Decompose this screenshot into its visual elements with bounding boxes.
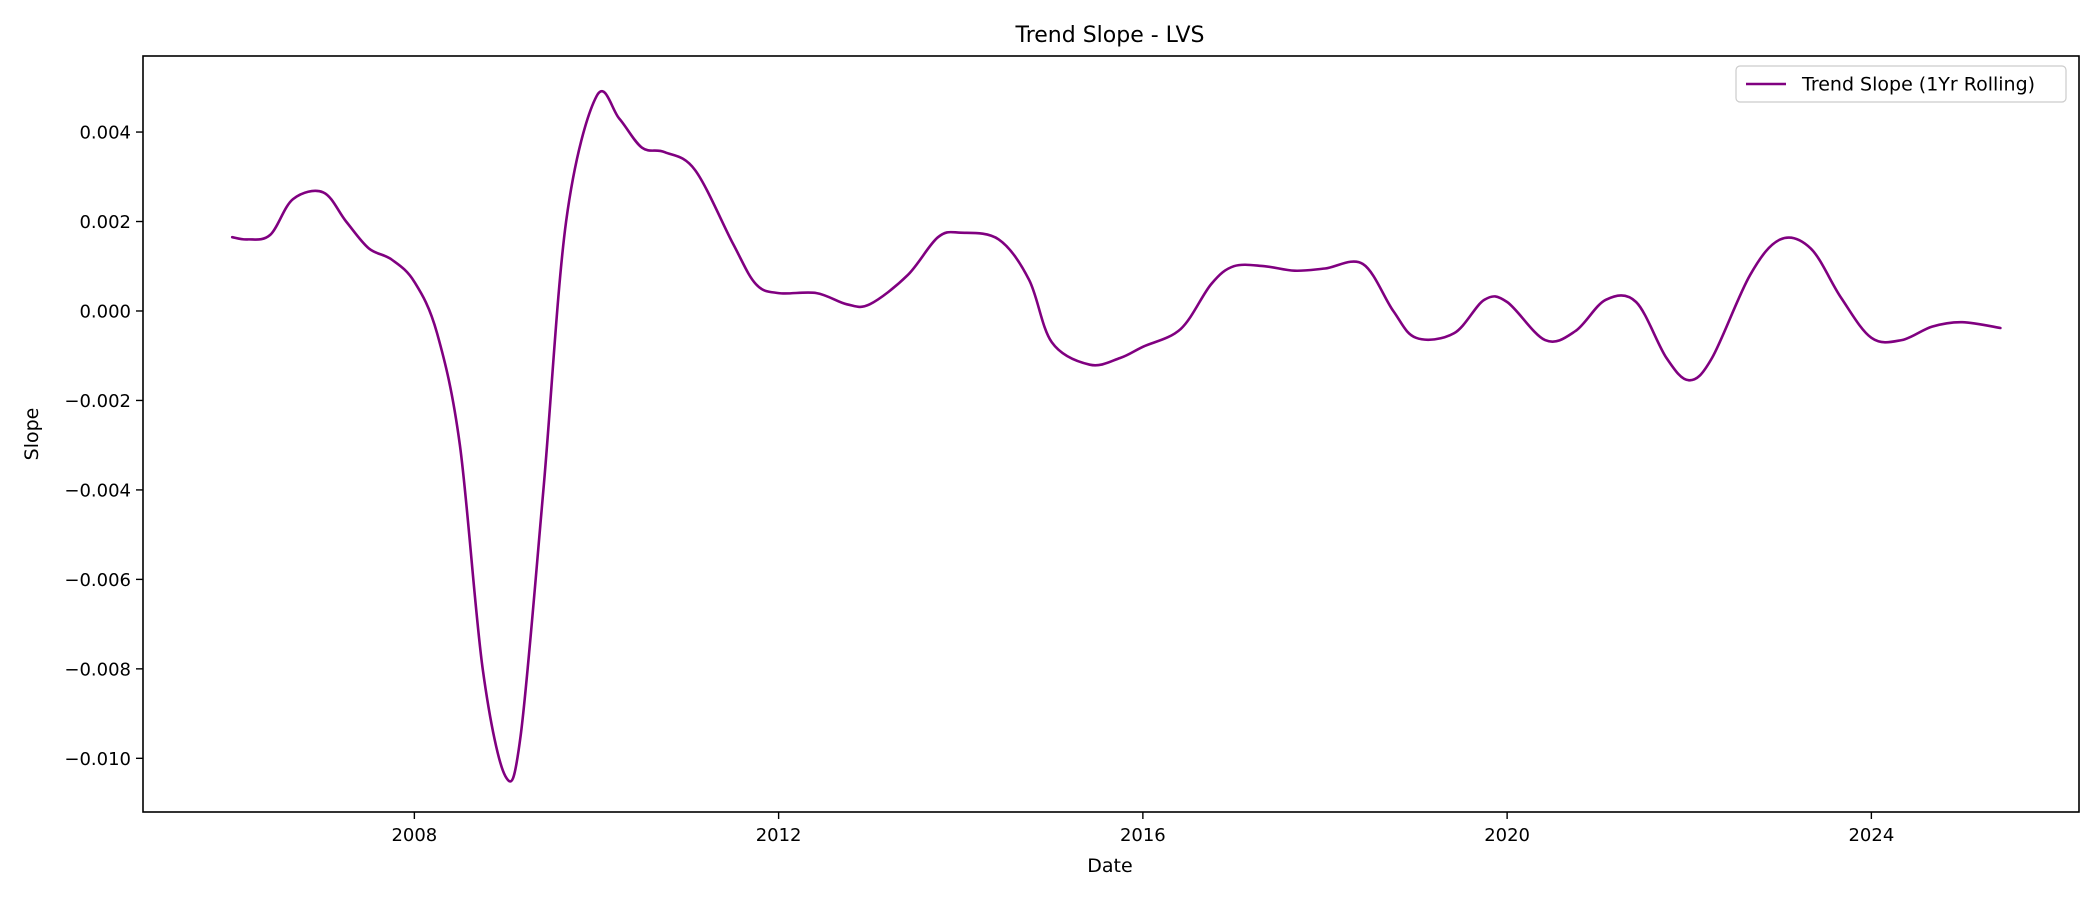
y-tick-label: −0.006 [64,570,131,591]
y-tick-label: −0.008 [64,659,131,680]
x-tick-label: 2012 [756,825,802,846]
y-tick-label: 0.000 [79,301,131,322]
y-tick-label: 0.002 [79,212,131,233]
chart-title: Trend Slope - LVS [1014,23,1204,48]
legend: Trend Slope (1Yr Rolling) [1735,65,2067,103]
legend-box [1735,65,2067,103]
y-axis: 0.004 0.002 0.000 −0.002 −0.004 −0.006 −0.008 −… [64,123,143,770]
y-axis-label: Slope [21,408,43,461]
legend-entry-label: Trend Slope (1Yr Rolling) [1801,74,2035,96]
x-axis: 2008 2012 2016 2020 2024 [391,812,1894,846]
y-tick-label: 0.004 [79,123,131,144]
x-tick-label: 2016 [1120,825,1166,846]
y-tick-label: −0.002 [64,391,131,412]
y-tick-label: −0.010 [64,749,131,770]
x-tick-label: 2008 [391,825,437,846]
y-tick-label: −0.004 [64,480,131,501]
plot-area-frame [142,55,2080,813]
x-axis-label: Date [1087,855,1132,877]
x-tick-label: 2024 [1848,825,1894,846]
trend-slope-line [230,90,2002,783]
x-tick-label: 2020 [1484,825,1530,846]
